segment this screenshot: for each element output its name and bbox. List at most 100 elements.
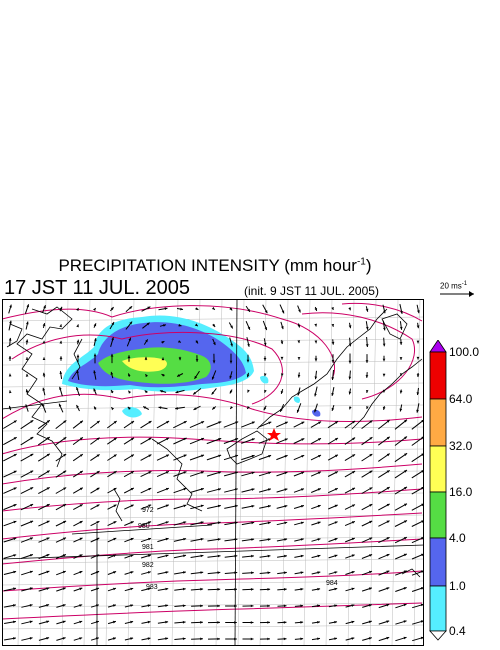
wind-arrow-icon [314, 403, 318, 413]
wind-arrow-icon [3, 587, 17, 592]
wind-arrow-icon [362, 604, 372, 608]
wind-arrow-icon [56, 587, 66, 592]
wind-arrow-icon [141, 306, 151, 312]
wind-arrow-icon [399, 357, 403, 360]
chart-title: PRECIPITATION INTENSITY (mm hour-1) [0, 256, 430, 276]
wind-arrow-icon [59, 324, 62, 328]
wind-arrow-icon [72, 420, 84, 429]
wind-arrow-icon [276, 454, 288, 461]
wind-arrow-icon [223, 438, 239, 444]
wind-arrow-icon [110, 337, 114, 347]
grid-line [2, 602, 424, 608]
wind-arrow-icon [328, 554, 338, 559]
wind-arrow-icon [311, 587, 321, 591]
wind-arrow-icon [293, 421, 305, 428]
wind-arrow-icon [344, 437, 356, 445]
wind-arrow-icon [127, 373, 131, 377]
wind-arrow-icon [42, 322, 46, 329]
wind-arrow-icon [344, 504, 356, 510]
wind-arrow-icon [345, 620, 355, 625]
wind-arrow-icon [348, 388, 352, 395]
wind-arrow-icon [258, 454, 272, 461]
wind-arrow-icon [157, 587, 169, 591]
wind-arrow-icon [311, 637, 321, 641]
wind-arrow-icon [128, 390, 132, 394]
wind-arrow-icon [159, 390, 167, 393]
wind-arrow-icon [395, 587, 407, 592]
wind-arrow-icon [90, 470, 100, 478]
wind-arrow-icon [124, 587, 134, 592]
wind-arrow-icon [207, 604, 221, 608]
wind-arrow-icon [190, 504, 204, 510]
wind-arrow-icon [331, 323, 335, 327]
wind-arrow-icon [42, 340, 46, 344]
wind-arrow-icon [8, 320, 12, 331]
wind-arrow-icon [176, 373, 184, 377]
wind-arrow-icon [107, 637, 117, 641]
wind-arrow-icon [127, 355, 131, 362]
wind-arrow-icon [259, 571, 271, 575]
wind-arrow-icon [126, 337, 132, 347]
wind-arrow-icon [107, 487, 117, 494]
wind-arrow-icon [25, 404, 29, 412]
wind-arrow-icon [173, 554, 187, 559]
wind-arrow-icon [73, 520, 83, 527]
wind-arrow-icon [38, 553, 50, 560]
wind-arrow-icon [76, 404, 80, 412]
wind-arrow-icon [276, 438, 288, 444]
wind-arrow-icon [416, 340, 420, 344]
wind-arrow-icon [207, 637, 221, 641]
wind-arrow-icon [294, 637, 304, 641]
wind-arrow-icon [191, 604, 203, 608]
wind-arrow-icon [293, 454, 305, 461]
wind-arrow-icon [76, 370, 80, 380]
wind-arrow-icon [90, 504, 100, 510]
wind-arrow-icon [191, 637, 203, 641]
wind-arrow-icon [279, 403, 285, 413]
wind-arrow-icon [241, 421, 255, 428]
wind-arrow-icon [241, 454, 255, 461]
wind-arrow-icon [3, 487, 17, 494]
grid-line [2, 558, 424, 564]
wind-arrow-icon [311, 571, 321, 575]
wind-arrow-icon [173, 504, 187, 510]
wind-arrow-icon [25, 373, 29, 377]
wind-arrow-icon [365, 390, 369, 393]
wind-arrow-icon [158, 307, 168, 311]
wind-arrow-icon [241, 521, 255, 526]
init-time: (init. 9 JST 11 JUL. 2005) [244, 284, 379, 298]
wind-arrow-icon [382, 304, 386, 314]
wind-arrow-icon [229, 337, 233, 347]
wind-arrow-icon [107, 571, 117, 575]
wind-arrow-icon [38, 637, 50, 641]
wind-arrow-icon [399, 321, 403, 330]
grid-line [347, 299, 355, 646]
wind-arrow-icon [73, 537, 83, 543]
wind-arrow-icon [395, 553, 407, 560]
wind-arrow-icon [297, 340, 301, 344]
wind-arrow-icon [55, 554, 67, 559]
wind-arrow-icon [361, 537, 373, 543]
wind-arrow-icon [378, 553, 390, 560]
wind-arrow-icon [173, 454, 187, 461]
wind-arrow-icon [259, 604, 271, 608]
wind-arrow-icon [297, 357, 301, 360]
wind-arrow-icon [90, 570, 100, 576]
wind-arrow-icon [90, 604, 100, 608]
wind-arrow-icon [73, 503, 83, 511]
wind-arrow-icon [159, 324, 167, 327]
wind-arrow-icon [277, 604, 287, 608]
wind-arrow-icon [365, 321, 369, 330]
wind-arrow-icon [90, 637, 100, 641]
wind-arrow-icon [276, 488, 288, 493]
wind-arrow-icon [327, 454, 339, 461]
wind-arrow-icon [276, 521, 288, 526]
isobar-labels: 972 980 981 982 983 984 [138, 507, 338, 591]
isobar-label: 984 [326, 580, 338, 587]
wind-arrow-icon [378, 520, 390, 527]
map-frame [2, 299, 424, 646]
wind-arrow-icon [158, 406, 168, 410]
valid-time: 17 JST 11 JUL. 2005 [4, 277, 191, 299]
reference-vector-label: 20 ms-1 [440, 281, 467, 291]
wind-arrow-icon [107, 604, 117, 608]
